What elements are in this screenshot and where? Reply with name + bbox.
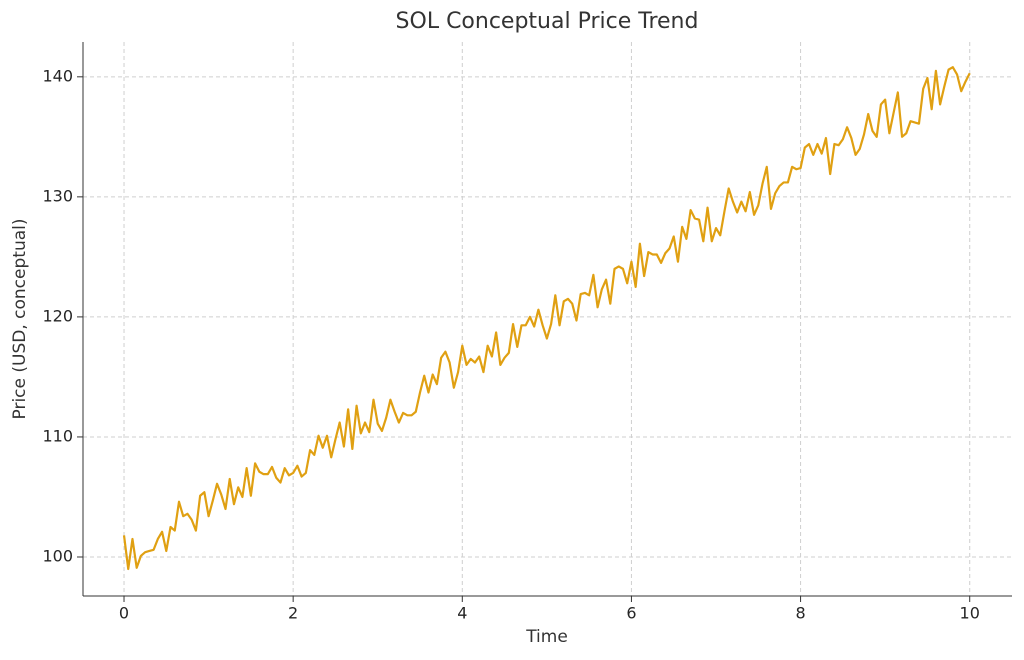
x-tick-label: 6	[626, 604, 636, 623]
y-tick-label: 120	[42, 306, 73, 325]
y-tick-label: 130	[42, 186, 73, 205]
x-tick-label: 10	[960, 604, 980, 623]
x-tick-label: 0	[119, 604, 129, 623]
y-tick-label: 110	[42, 426, 73, 445]
y-tick-label: 100	[42, 546, 73, 565]
x-tick-label: 2	[288, 604, 298, 623]
x-tick-label: 8	[795, 604, 805, 623]
y-tick-label: 140	[42, 66, 73, 85]
chart-title: SOL Conceptual Price Trend	[396, 9, 699, 34]
line	[122, 66, 971, 571]
plot	[122, 66, 971, 571]
y-axis-label: Price (USD, conceptual)	[10, 219, 30, 420]
x-axis-label: Time	[525, 627, 568, 647]
x-tick-label: 4	[457, 604, 467, 623]
grid	[83, 42, 1012, 596]
